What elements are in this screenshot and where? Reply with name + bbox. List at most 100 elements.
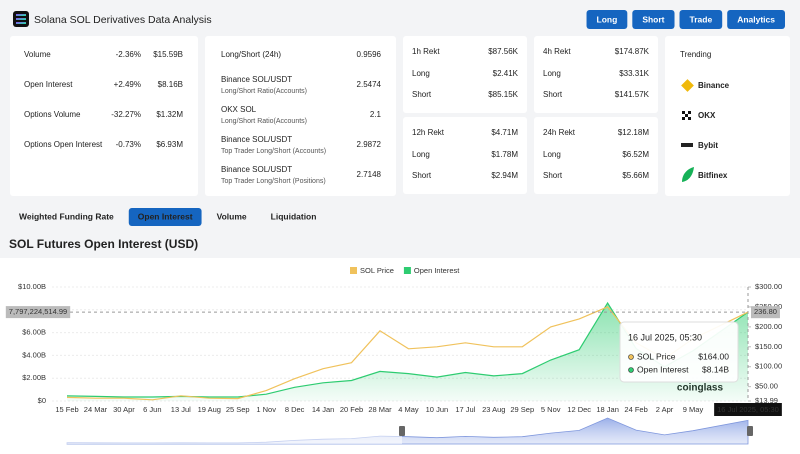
- rekt-long: $1.78M: [491, 150, 518, 159]
- stat-label: Open Interest: [24, 80, 73, 89]
- nav-button[interactable]: Long: [586, 10, 628, 29]
- ratio-label: Binance SOL/USDT: [221, 135, 292, 144]
- ratio-label: Binance SOL/USDT: [221, 75, 292, 84]
- nav-button-label[interactable]: Analytics: [737, 14, 775, 24]
- nav-button-label[interactable]: Short: [642, 14, 664, 24]
- x-tick-label: 1 Nov: [256, 405, 276, 414]
- ratio-label: Binance SOL/USDT: [221, 165, 292, 174]
- x-tick-label: 14 Jan: [312, 405, 335, 414]
- nav-button-bg[interactable]: [727, 10, 785, 29]
- tab[interactable]: Weighted Funding Rate: [19, 211, 114, 221]
- y2-tick-label: $300.00: [755, 282, 782, 291]
- y-tick-label: $6.00B: [22, 328, 46, 337]
- card: [665, 36, 790, 196]
- stat-label: Options Volume: [24, 110, 81, 119]
- x-tick-label: 5 Nov: [541, 405, 561, 414]
- trending-item[interactable]: Bitfinex: [698, 171, 728, 180]
- rekt-long-label: Long: [412, 150, 430, 159]
- x-tick-label: 23 Aug: [482, 405, 505, 414]
- x-tick-label: 6 Jun: [143, 405, 161, 414]
- tab-label[interactable]: Volume: [217, 211, 247, 221]
- nav-button-bg[interactable]: [632, 10, 675, 29]
- trending-item[interactable]: Bybit: [698, 141, 718, 150]
- ratio-value: 2.5474: [357, 80, 382, 89]
- tab-label[interactable]: Open Interest: [138, 211, 193, 221]
- y2-tick-label: $200.00: [755, 322, 782, 331]
- logo-bar: [16, 22, 26, 24]
- tooltip-name: SOL Price: [637, 351, 676, 361]
- rekt-title: 4h Rekt: [543, 47, 571, 56]
- nav-button-label[interactable]: Long: [597, 14, 618, 24]
- nav-button[interactable]: Trade: [679, 10, 723, 29]
- stat-change: -0.73%: [116, 140, 141, 149]
- legend-label[interactable]: Open Interest: [414, 266, 460, 275]
- card: [534, 117, 658, 194]
- bitfinex-icon: [682, 167, 694, 182]
- stat-change: -32.27%: [111, 110, 141, 119]
- nav-button-label[interactable]: Trade: [690, 14, 713, 24]
- tab[interactable]: Liquidation: [271, 211, 317, 221]
- tooltip-value: $8.14B: [702, 364, 729, 374]
- x-tick-label: 25 Sep: [226, 405, 250, 414]
- trending-item[interactable]: Binance: [698, 81, 730, 90]
- okx-icon: [682, 111, 691, 120]
- x-tick-label: 28 Mar: [368, 405, 392, 414]
- x-tick-label: 15 Feb: [55, 405, 78, 414]
- x-tick-label: 2 Apr: [656, 405, 674, 414]
- rekt-long: $2.41K: [493, 69, 519, 78]
- legend-swatch[interactable]: [403, 267, 411, 274]
- tab[interactable]: Open Interest: [128, 208, 202, 226]
- y2-tick-label: $100.00: [755, 362, 782, 371]
- rekt-long: $6.52M: [622, 150, 649, 159]
- rekt-title: 1h Rekt: [412, 47, 440, 56]
- chart-title: SOL Futures Open Interest (USD): [9, 237, 198, 251]
- logo-bar: [16, 18, 26, 20]
- nav-button[interactable]: Short: [632, 10, 675, 29]
- navigator-handle[interactable]: [747, 426, 753, 436]
- ratio-label: OKX SOL: [221, 105, 257, 114]
- nav-button-bg[interactable]: [679, 10, 723, 29]
- card: [534, 36, 658, 113]
- legend-swatch[interactable]: [350, 267, 357, 274]
- stat-label: Volume: [24, 50, 51, 59]
- nav-button-bg[interactable]: [586, 10, 628, 29]
- nav-button[interactable]: Analytics: [727, 10, 785, 29]
- y2-tick-label: $13.99: [755, 396, 778, 405]
- y-tick-label: $2.00B: [22, 373, 46, 382]
- ratio-value: 2.1: [370, 110, 382, 119]
- trending-item[interactable]: OKX: [698, 111, 716, 120]
- crosshair-y-label: 7,797,224,514.99: [5, 306, 71, 319]
- tab-label[interactable]: Liquidation: [271, 211, 317, 221]
- rekt-total: $87.56K: [488, 47, 518, 56]
- legend-label[interactable]: SOL Price: [360, 266, 394, 275]
- rekt-total: $12.18M: [618, 128, 649, 137]
- rekt-total: $174.87K: [615, 47, 650, 56]
- x-tick-label: 18 Jan: [596, 405, 619, 414]
- tooltip: 16 Jul 2025, 05:30 SOL Price $164.00 Open I…: [619, 321, 739, 383]
- stat-change: +2.49%: [114, 80, 141, 89]
- stat-value: $8.16B: [158, 80, 183, 89]
- x-tick-label: 4 May: [398, 405, 419, 414]
- tab-active-bg[interactable]: [128, 208, 202, 226]
- tab-label[interactable]: Weighted Funding Rate: [19, 211, 114, 221]
- crosshair-x-bg: [714, 403, 782, 416]
- tab[interactable]: Volume: [217, 211, 247, 221]
- crosshair-y2-text: 236.80: [754, 307, 777, 316]
- navigator-mask: [52, 418, 402, 444]
- card: [10, 36, 198, 196]
- x-tick-label: 24 Feb: [624, 405, 647, 414]
- rekt-long-label: Long: [543, 150, 561, 159]
- x-tick-label: 24 Mar: [84, 405, 108, 414]
- tooltip-value: $164.00: [698, 351, 729, 361]
- ratio-value: 2.7148: [357, 170, 382, 179]
- area-fill: [67, 303, 748, 401]
- rekt-long-label: Long: [412, 69, 430, 78]
- card: [403, 36, 527, 113]
- ratio-value: 2.9872: [357, 140, 382, 149]
- crosshair-y-text: 7,797,224,514.99: [9, 307, 67, 316]
- rekt-short: $141.57K: [615, 90, 650, 99]
- x-tick-label: 20 Feb: [340, 405, 363, 414]
- x-tick-label: 13 Jul: [171, 405, 191, 414]
- navigator-handle[interactable]: [399, 426, 405, 436]
